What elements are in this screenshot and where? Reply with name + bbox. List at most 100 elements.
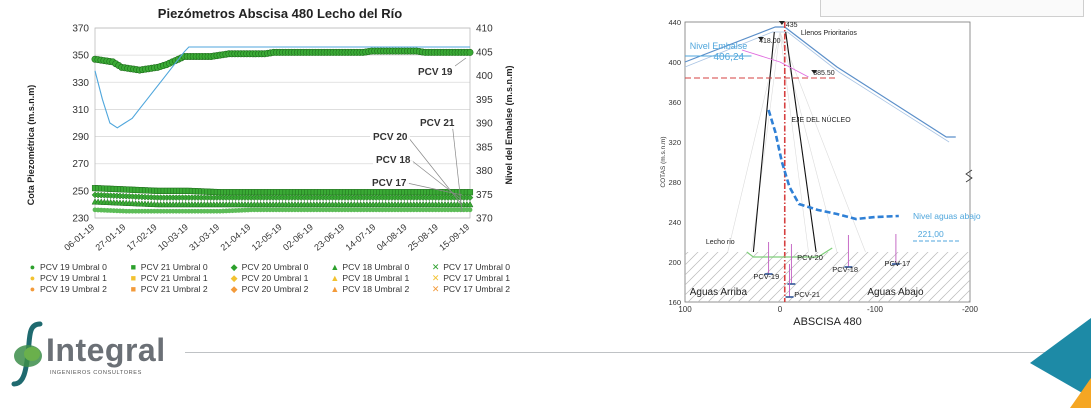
legend-marker: ● — [29, 272, 36, 283]
legend-item: ◆ PCV 20 Umbral 2 — [230, 284, 327, 294]
teal-triangle — [1030, 318, 1091, 398]
core-line-right — [785, 31, 817, 253]
legend-label: PCV 18 Umbral 1 — [342, 273, 410, 283]
annotation-bg — [417, 116, 457, 129]
x-tick-label: 21-04-19 — [219, 222, 253, 253]
level-marker-icon — [758, 37, 764, 41]
chart-annotations: PCV 19 PCV 21 PCV 20 PCV 18 PCV 17 — [369, 57, 467, 213]
x-tick-label: -100 — [867, 305, 884, 314]
annotation-bg — [370, 130, 410, 143]
section-label: PCV-19 — [753, 272, 779, 281]
legend-label: PCV 19 Umbral 1 — [40, 273, 107, 283]
orange-triangle — [1070, 378, 1091, 408]
section-label: PCV-21 — [794, 290, 820, 299]
logo-subtitle: INGENIEROS CONSULTORES — [50, 370, 142, 376]
y-tick-label: 250 — [72, 186, 89, 197]
y2-tick-label: 395 — [476, 95, 493, 106]
y2-axis-label: Nivel del Embalse (m.s.n.m) — [504, 65, 514, 184]
legend-marker: ✕ — [431, 272, 440, 283]
x-axis-label: ABSCISA 480 — [793, 316, 862, 328]
legend-marker: ◆ — [230, 261, 238, 272]
y2-tick-label: 370 — [476, 214, 493, 225]
core-line-left — [752, 31, 775, 253]
legend-label: PCV 20 Umbral 2 — [241, 284, 309, 294]
section-shapes — [684, 22, 973, 302]
series-pcv-20-umbral-0 — [91, 191, 474, 201]
x-tick-label: 0 — [778, 305, 783, 314]
section-label: Nivel aguas abajo — [913, 211, 981, 221]
data-point — [466, 194, 474, 201]
y2-tick-label: 375 — [476, 190, 493, 201]
annotation-label: PCV 17 — [372, 178, 407, 189]
legend-item: ✕ PCV 17 Umbral 2 — [431, 284, 528, 294]
legend-item: ✕ PCV 17 Umbral 0 — [431, 262, 528, 272]
x-tick-label: 04-08-19 — [375, 222, 409, 253]
y-tick-label: 160 — [668, 298, 681, 307]
legend-item: ◆ PCV 20 Umbral 1 — [230, 273, 327, 283]
legend-marker: ▲ — [330, 283, 340, 294]
legend-item: ▲ PCV 18 Umbral 0 — [330, 262, 427, 272]
legend-marker: ● — [29, 283, 36, 294]
y-tick-label: 350 — [72, 51, 89, 62]
annotation-leader — [451, 121, 463, 213]
legend-label: PCV 17 Umbral 2 — [443, 284, 511, 294]
y-tick-label: 360 — [668, 98, 681, 107]
x-tick-label: 02-06-19 — [281, 222, 315, 253]
annotation-label: PCV 18 — [376, 155, 411, 166]
company-logo: Integral INGENIEROS CONSULTORES — [10, 318, 190, 390]
dam-inner-line — [684, 31, 950, 143]
x-tick-label: 15-09-19 — [437, 222, 471, 253]
legend-marker: ◆ — [230, 272, 238, 283]
data-point — [467, 207, 473, 213]
annotation-bg — [373, 153, 413, 166]
data-point — [466, 48, 474, 56]
legend-label: PCV 18 Umbral 0 — [342, 262, 410, 272]
legend-marker: ✕ — [431, 261, 440, 272]
chart-series — [91, 46, 474, 214]
dam-section-diagram: 160 200 240 280 320 360 400 440 100 0 -100 -200 ABSC… — [660, 18, 981, 328]
legend-label: PCV 17 Umbral 0 — [443, 262, 511, 272]
legend-item: ■ PCV 21 Umbral 1 — [129, 273, 226, 283]
section-label: Aguas Arriba — [690, 287, 748, 298]
section-label: PCV-20 — [797, 253, 823, 262]
y-axis-ticks: 230 250 270 290 310 330 350 370 — [72, 24, 89, 225]
x-tick-label: 17-02-19 — [125, 222, 159, 253]
y2-tick-label: 405 — [476, 47, 493, 58]
data-point — [466, 189, 474, 196]
legend-item: ● PCV 19 Umbral 2 — [28, 284, 125, 294]
section-label: Aguas Abajo — [867, 287, 924, 298]
y2-tick-label: 410 — [476, 24, 493, 35]
y-tick-label: 400 — [668, 58, 681, 67]
y2-tick-label: 380 — [476, 166, 493, 177]
annotation-label: PCV 19 — [418, 67, 453, 78]
x-tick-label: 14-07-19 — [344, 222, 378, 253]
logo-wordmark: Integral — [46, 332, 166, 368]
level-marker-icon — [778, 21, 785, 25]
fill-line — [751, 31, 781, 253]
x-tick-label: 12-05-19 — [250, 222, 284, 253]
annotation-label: PCV 21 — [420, 118, 455, 129]
level-marker-icon — [811, 70, 818, 74]
y-tick-label: 440 — [668, 18, 681, 27]
fill-line — [779, 31, 838, 253]
plot-border — [94, 27, 471, 219]
x-tick-label: 27-01-19 — [94, 222, 128, 253]
legend-marker: ■ — [130, 261, 137, 272]
fill-line — [779, 31, 866, 253]
y-tick-label: 280 — [668, 178, 681, 187]
legend-item: ✕ PCV 17 Umbral 1 — [431, 273, 528, 283]
piezometer-chart: Piezómetros Abscisa 480 Lecho del Río 23… — [26, 6, 514, 253]
y-axis-label: COTAS (m.s.n.m) — [660, 136, 667, 187]
legend-label: PCV 17 Umbral 1 — [443, 273, 511, 283]
y-tick-label: 230 — [72, 214, 89, 225]
section-label: Llenos Prioritarios — [801, 30, 858, 37]
annotation-leader — [454, 57, 467, 67]
magenta-line — [741, 49, 781, 63]
section-labels: 435 418.00 Llenos Prioritarios Nivel Embals… — [690, 21, 981, 299]
legend-label: PCV 20 Umbral 0 — [241, 262, 309, 272]
section-label: 385.50 — [813, 70, 835, 77]
y2-axis-ticks: 370 375 380 385 390 395 400 405 410 — [476, 24, 493, 225]
x-tick-label: 31-03-19 — [187, 222, 221, 253]
section-ticks: 160 200 240 280 320 360 400 440 100 0 -100 -200 ABSC… — [660, 18, 979, 328]
legend-label: PCV 18 Umbral 2 — [342, 284, 410, 294]
